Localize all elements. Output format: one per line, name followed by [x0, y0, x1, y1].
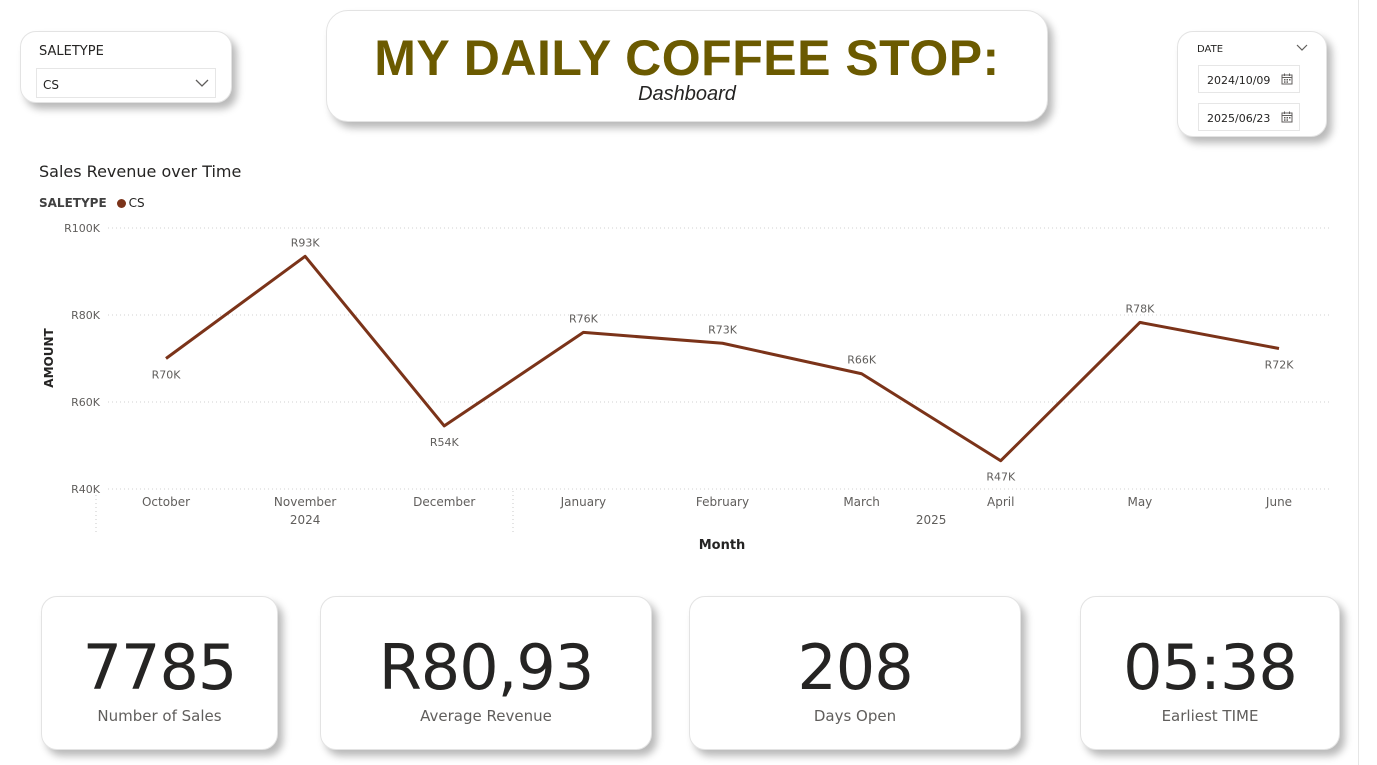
- series-line-cs: [165, 254, 1280, 463]
- saletype-selected-value: CS: [43, 78, 59, 92]
- kpi-label: Days Open: [813, 707, 897, 725]
- y-tick-label: R80K: [71, 309, 101, 322]
- x-tick-label: December: [413, 495, 475, 509]
- dashboard-subtitle: Dashboard: [638, 83, 736, 105]
- chevron-down-icon[interactable]: [1296, 43, 1308, 52]
- x-tick-label: October: [142, 495, 190, 509]
- kpi-card-days-open: 208 Days Open: [689, 596, 1021, 750]
- date-slicer: DATE 2024/10/09 2025/06/23: [1177, 31, 1327, 137]
- page-scrollbar[interactable]: [1358, 0, 1377, 765]
- x-tick-label: April: [987, 495, 1014, 509]
- kpi-value: 208: [797, 631, 913, 704]
- date-start-value: 2024/10/09: [1207, 74, 1271, 87]
- chart-legend: SALETYPE CS: [39, 196, 145, 210]
- data-label: R54K: [430, 436, 460, 449]
- kpi-card-average-revenue: R80,93 Average Revenue: [320, 596, 652, 750]
- data-label: R72K: [1265, 358, 1295, 371]
- data-label: R66K: [847, 354, 877, 367]
- kpi-value: 7785: [82, 631, 238, 704]
- x-tick-label: February: [696, 495, 749, 509]
- data-label: R70K: [152, 369, 182, 382]
- x-tick-label: January: [560, 495, 607, 509]
- kpi-label: Average Revenue: [420, 707, 552, 725]
- revenue-line-chart: R100K R80K R60K R40K AMOUNT October November De…: [42, 222, 1332, 553]
- kpi-card-earliest-time: 05:38 Earliest TIME: [1080, 596, 1340, 750]
- kpi-label: Earliest TIME: [1161, 707, 1259, 725]
- calendar-icon[interactable]: [1281, 111, 1293, 123]
- date-slicer-title: DATE: [1197, 44, 1224, 55]
- chevron-down-icon[interactable]: [195, 78, 209, 88]
- saletype-dropdown[interactable]: CS: [36, 68, 216, 98]
- x-year-label: 2025: [916, 513, 947, 527]
- dashboard-title: MY DAILY COFFEE STOP:: [374, 30, 1000, 86]
- data-label: R78K: [1125, 302, 1155, 315]
- x-tick-label: March: [843, 495, 880, 509]
- x-axis-title: Month: [699, 538, 746, 553]
- data-label: R76K: [569, 312, 599, 325]
- saletype-slicer-title: SALETYPE: [39, 44, 104, 59]
- kpi-value: R80,93: [378, 631, 595, 704]
- y-axis-title: AMOUNT: [42, 327, 56, 387]
- legend-item-cs: CS: [128, 196, 145, 210]
- x-tick-label: November: [274, 495, 336, 509]
- date-start-field[interactable]: 2024/10/09: [1198, 65, 1300, 93]
- x-tick-label: June: [1265, 495, 1292, 509]
- data-label: R93K: [291, 236, 321, 249]
- y-tick-label: R100K: [64, 222, 101, 235]
- x-year-label: 2024: [290, 513, 321, 527]
- data-label: R73K: [708, 323, 738, 336]
- legend-marker: [116, 198, 126, 208]
- kpi-card-number-of-sales: 7785 Number of Sales: [41, 596, 278, 750]
- y-tick-label: R60K: [71, 396, 101, 409]
- legend-title: SALETYPE: [39, 196, 107, 210]
- kpi-label: Number of Sales: [97, 707, 222, 725]
- calendar-icon[interactable]: [1281, 73, 1293, 85]
- date-end-value: 2025/06/23: [1207, 112, 1271, 125]
- x-tick-label: May: [1127, 495, 1152, 509]
- saletype-slicer: SALETYPE CS: [20, 31, 232, 103]
- kpi-value: 05:38: [1123, 631, 1298, 704]
- date-end-field[interactable]: 2025/06/23: [1198, 103, 1300, 131]
- data-label: R47K: [986, 471, 1016, 484]
- title-banner: MY DAILY COFFEE STOP: Dashboard: [326, 10, 1048, 122]
- y-tick-label: R40K: [71, 483, 101, 496]
- chart-title: Sales Revenue over Time: [39, 162, 242, 181]
